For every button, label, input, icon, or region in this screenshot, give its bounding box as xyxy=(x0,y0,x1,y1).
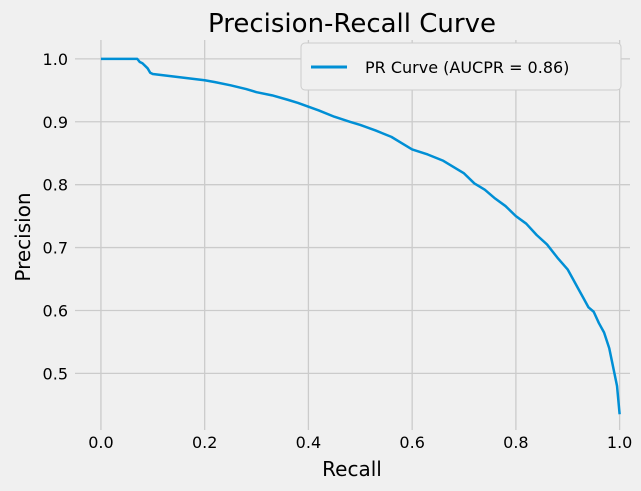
y-tick-label: 0.9 xyxy=(43,113,68,132)
legend: PR Curve (AUCPR = 0.86) xyxy=(300,42,622,91)
x-tick-label: 1.0 xyxy=(607,433,632,452)
legend-box xyxy=(300,42,622,91)
legend-label: PR Curve (AUCPR = 0.86) xyxy=(365,58,569,77)
x-tick-label: 0.2 xyxy=(192,433,217,452)
y-tick-label: 0.8 xyxy=(43,176,68,195)
x-tick-label: 0.0 xyxy=(88,433,113,452)
series-layer xyxy=(100,57,621,415)
y-tick-label: 0.5 xyxy=(43,364,68,383)
y-tick-label: 0.6 xyxy=(43,301,68,320)
y-tick-label: 1.0 xyxy=(43,50,68,69)
y-tick-labels: 0.5 0.6 0.7 0.8 0.9 1.0 xyxy=(43,50,68,384)
chart-title: Precision-Recall Curve xyxy=(208,9,496,39)
y-axis-label: Precision xyxy=(11,192,35,281)
x-tick-label: 0.6 xyxy=(399,433,424,452)
y-tick-label: 0.7 xyxy=(43,239,68,258)
series-line-0 xyxy=(100,57,621,415)
x-tick-labels: 0.0 0.2 0.4 0.6 0.8 1.0 xyxy=(88,433,632,452)
x-tick-label: 0.8 xyxy=(503,433,528,452)
x-gridlines xyxy=(100,40,621,430)
x-axis-label: Recall xyxy=(322,457,382,481)
x-tick-label: 0.4 xyxy=(296,433,321,452)
